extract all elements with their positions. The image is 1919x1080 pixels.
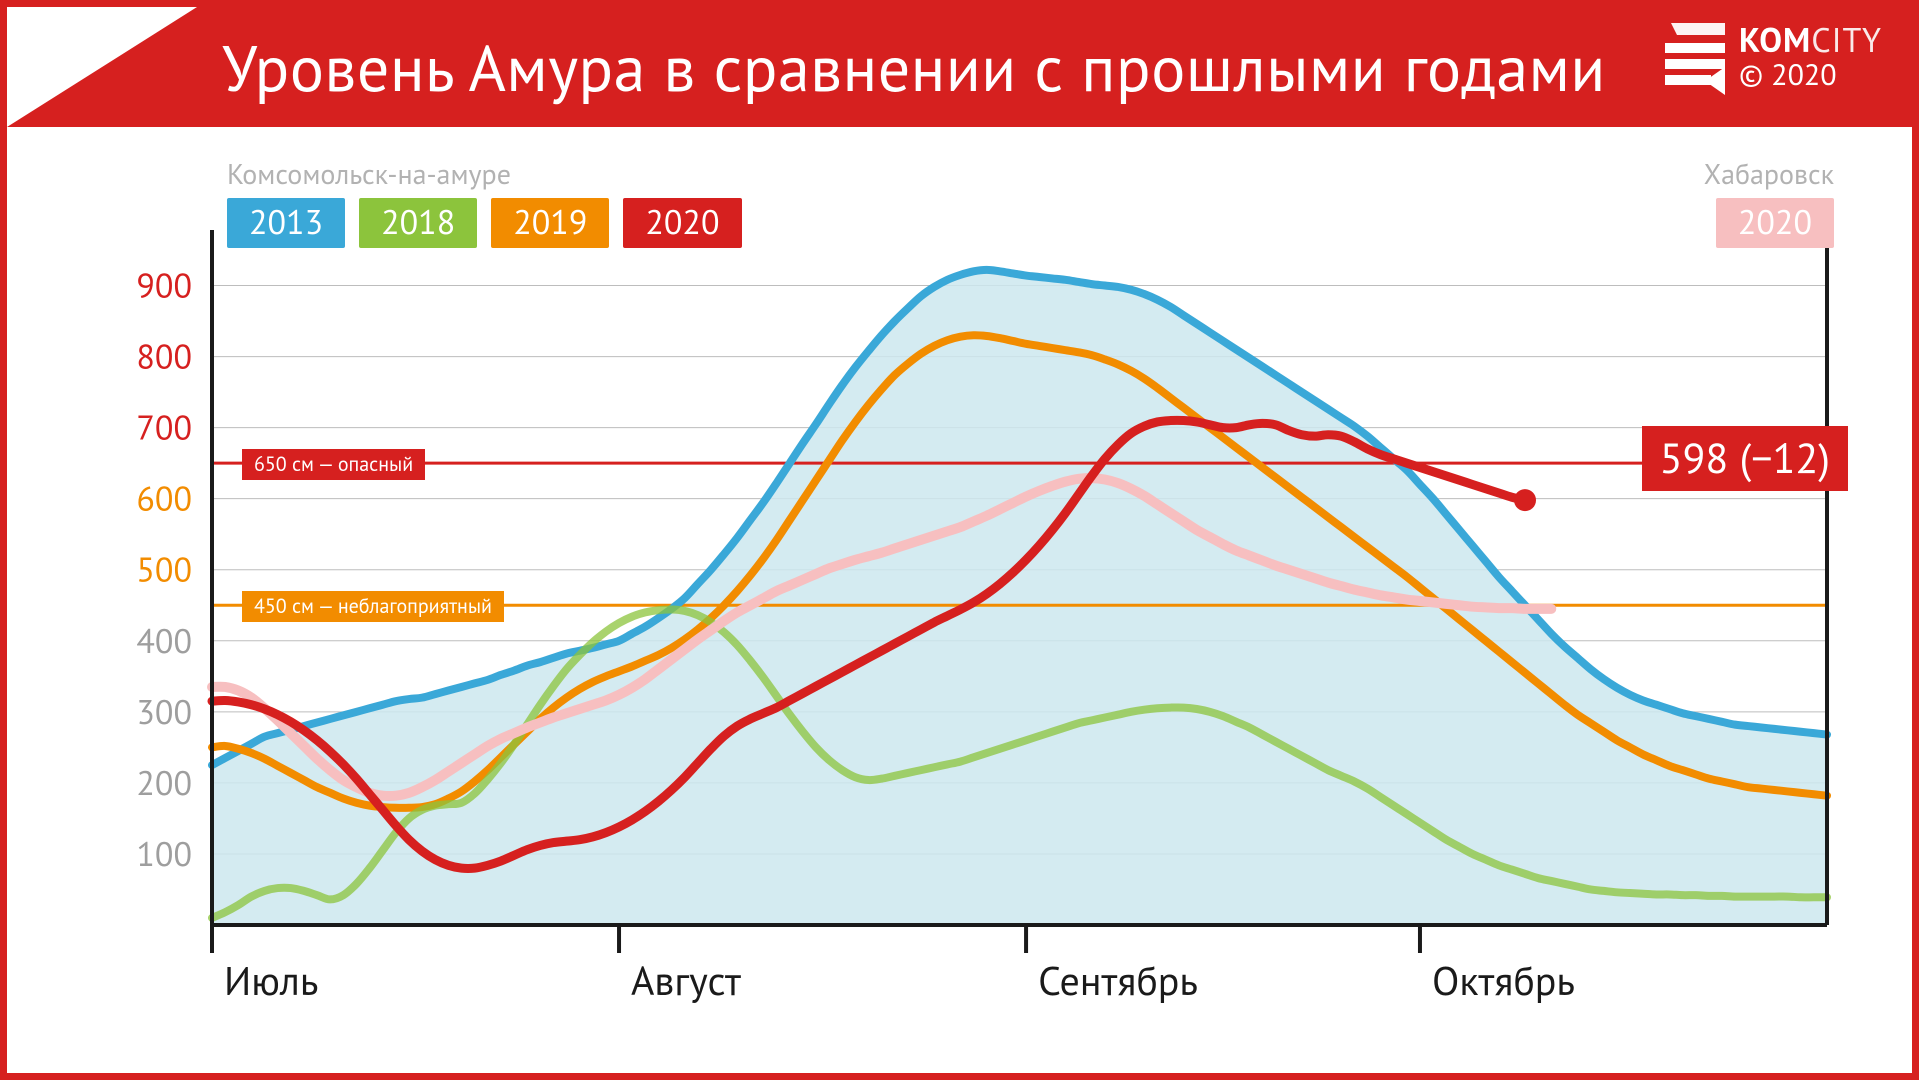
chart: 100 200 300 400 500 600 700 800 900 Комсомольск-… [67,155,1852,1047]
legend-chip-2013: 2013 [227,198,345,248]
legend-right: Хабаровск 2020 [1704,155,1834,248]
svg-text:700: 700 [136,406,192,450]
svg-text:500: 500 [136,548,192,592]
header-notch [7,7,197,127]
svg-text:600: 600 [136,477,192,521]
legend-left-city: Комсомольск-на-амуре [227,155,742,192]
threshold-label: 450 см — неблагоприятный [242,591,504,622]
page-title: Уровень Амура в сравнении с прошлыми год… [222,26,1606,109]
svg-text:800: 800 [136,335,192,379]
legend-chip-2019: 2019 [491,198,609,248]
svg-text:300: 300 [136,690,192,734]
logo-copyright: © 2020 [1739,59,1882,91]
legend-chip-2020: 2020 [1716,198,1834,248]
threshold-label: 650 см — опасный [242,449,425,480]
x-axis-label: Июль [224,955,318,1007]
svg-text:100: 100 [136,832,192,876]
logo: KOMCITY © 2020 [1663,23,1882,95]
x-axis-label: Сентябрь [1038,955,1198,1007]
legend-right-city: Хабаровск [1704,155,1834,192]
callout: 598 (−12) [1642,426,1848,491]
legend-chip-2020: 2020 [623,198,741,248]
logo-thin: CITY [1811,18,1882,62]
header: Уровень Амура в сравнении с прошлыми год… [7,7,1912,127]
logo-icon [1663,23,1725,95]
svg-text:200: 200 [136,761,192,805]
x-axis-label: Октябрь [1432,955,1575,1007]
legend-chip-2018: 2018 [359,198,477,248]
svg-text:400: 400 [136,619,192,663]
x-axis-label: Август [631,955,741,1007]
svg-text:900: 900 [136,264,192,308]
legend-left: Комсомольск-на-амуре 2013 2018 2019 2020 [227,155,742,248]
